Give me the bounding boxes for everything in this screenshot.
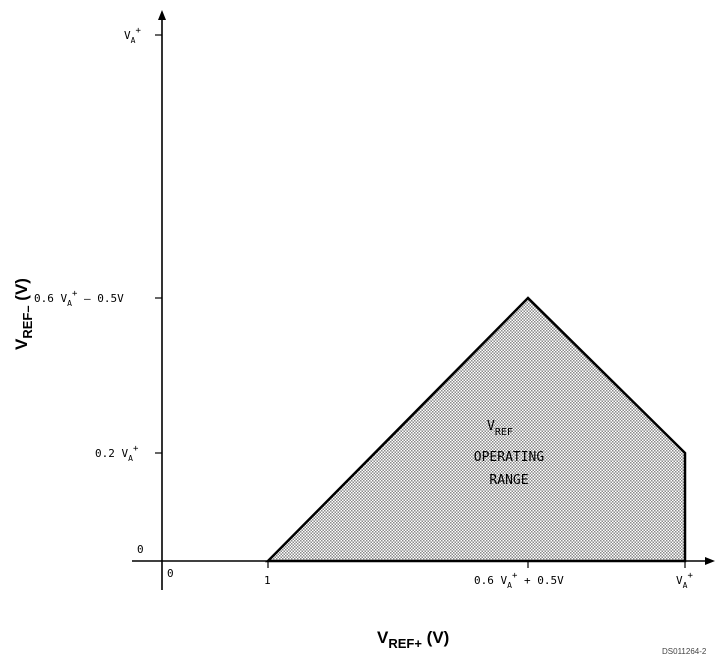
x-tick-label-one: 1 bbox=[264, 574, 271, 587]
region-label-vref: VREF bbox=[487, 419, 513, 438]
x-axis-arrow bbox=[705, 557, 715, 565]
y-axis-arrow bbox=[158, 10, 166, 20]
x-tick-label-vaplus: VA+ bbox=[676, 571, 693, 590]
x-tick-label-mid: 0.6 VA+ + 0.5V bbox=[474, 571, 564, 590]
region-label-range: RANGE bbox=[489, 473, 528, 488]
y-tick-label-low: 0.2 VA+ bbox=[95, 444, 139, 463]
x-axis-title: VREF+ (V) bbox=[377, 628, 449, 651]
figure-code: DS011264-2 bbox=[662, 647, 707, 656]
y-axis-title: VREF– (V) bbox=[12, 278, 35, 350]
x-tick-label-zero: 0 bbox=[167, 567, 174, 580]
y-tick-label-mid: 0.6 VA+ – 0.5V bbox=[34, 289, 124, 308]
region-label-operating: OPERATING bbox=[474, 450, 545, 465]
y-tick-label-vaplus: VA+ bbox=[124, 26, 141, 45]
y-tick-label-zero: 0 bbox=[137, 543, 144, 556]
operating-range-region bbox=[265, 296, 687, 563]
